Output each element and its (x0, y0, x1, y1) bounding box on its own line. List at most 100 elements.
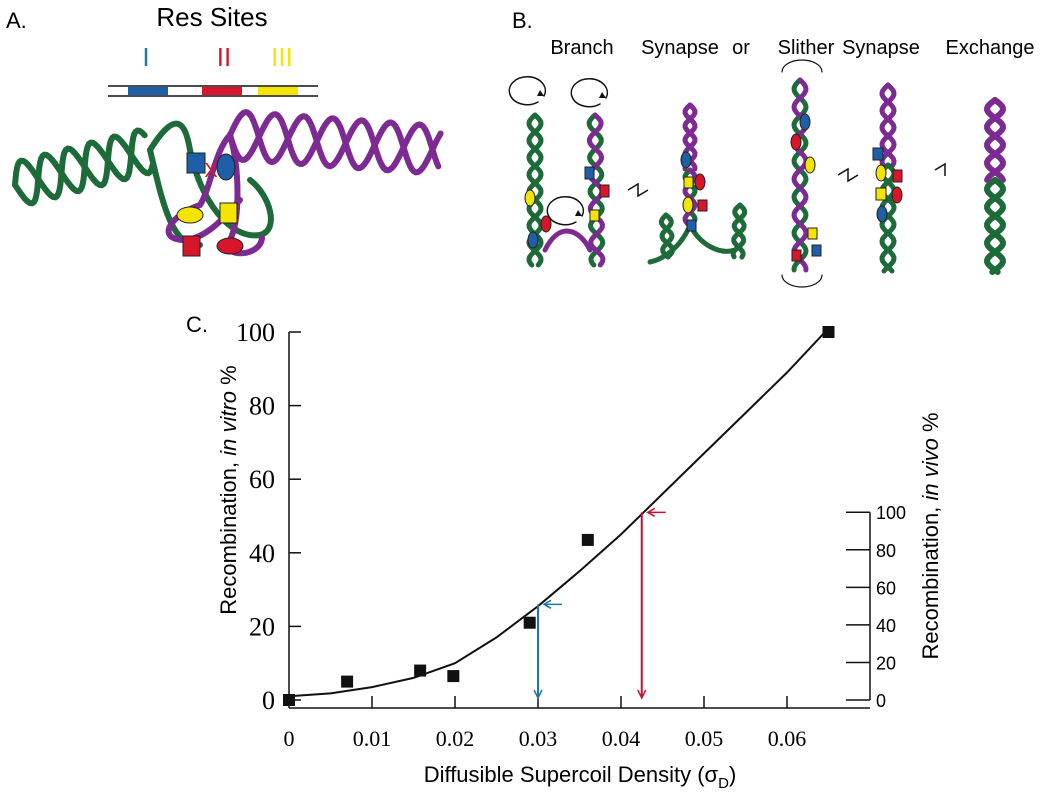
res-site (790, 133, 802, 151)
y-tick-label: 20 (249, 612, 275, 641)
step-label: Branch (550, 37, 613, 59)
data-point (523, 616, 536, 629)
dna-loop (508, 75, 547, 106)
step-label: Slither (778, 37, 835, 59)
dna-loop (546, 195, 585, 226)
diagram-shapes (12, 59, 1006, 288)
dna-strand (791, 77, 809, 273)
x-tick-label: 0.05 (685, 726, 724, 751)
step-label: or (732, 37, 750, 59)
y-tick-label: 100 (236, 318, 275, 347)
dna-loop (687, 222, 738, 254)
x-tick-label: 0.01 (353, 726, 392, 751)
step-label: Synapse (641, 37, 719, 59)
dna-strand (658, 212, 675, 260)
site-bar (258, 87, 298, 95)
res-site (876, 205, 888, 223)
res-site (216, 237, 244, 255)
x-tick-label: 0.06 (768, 726, 807, 751)
dna-loop (165, 132, 243, 244)
y2-tick-label: 100 (876, 503, 906, 523)
res-site (182, 235, 201, 257)
site-label: III (271, 42, 293, 72)
y-tick-label: 0 (262, 686, 275, 715)
res-site (682, 196, 694, 214)
data-point (414, 664, 427, 677)
arrowhead (533, 689, 543, 700)
site-bar (202, 87, 242, 95)
res-site (804, 156, 816, 174)
y2-tick-label: 40 (876, 616, 896, 636)
x-axis-title: Diffusible Supercoil Density (σD) (424, 762, 737, 792)
arrowhead (537, 90, 544, 96)
res-site (891, 186, 903, 204)
panel-label: C. (186, 312, 208, 337)
x-tick-label: 0.04 (602, 726, 641, 751)
y2-axis-title: Recombination, in vivo % (918, 412, 943, 659)
dna-strand (659, 212, 676, 260)
data-point (581, 533, 594, 546)
x-tick-label: 0.03 (519, 726, 558, 751)
panel-label: A. (6, 8, 27, 33)
data-point (822, 326, 835, 338)
y-axis-title: Recombination, in vitro % (216, 365, 241, 614)
panel-title: Res Sites (156, 2, 267, 32)
x-tick-label: 0 (284, 726, 295, 751)
res-site (791, 249, 802, 262)
res-site (524, 189, 536, 207)
dna-strand (586, 112, 606, 268)
y-tick-label: 40 (249, 539, 275, 568)
site-label: II (217, 42, 231, 72)
fit-line (288, 327, 830, 698)
res-site (219, 202, 238, 224)
crossing-label: X (204, 160, 217, 182)
y-tick-label: 60 (249, 465, 275, 494)
arrowhead (575, 210, 582, 216)
step-arrow (934, 162, 946, 176)
res-site (599, 184, 610, 198)
step-label: Synapse (842, 37, 920, 59)
dna-loop (147, 120, 274, 239)
data-point (341, 675, 354, 688)
res-site (875, 164, 887, 182)
dna-strand (984, 97, 1006, 183)
step-arrow (627, 182, 649, 198)
res-site (176, 206, 204, 224)
arrowhead (637, 689, 647, 700)
dna-strand (984, 177, 1006, 275)
dna-loop (542, 228, 593, 253)
x-tick-label: 0.02 (436, 726, 475, 751)
data-point (283, 694, 295, 706)
res-site (527, 231, 539, 249)
data-point (447, 670, 460, 683)
dna-loop (781, 274, 823, 288)
res-site (875, 187, 887, 201)
res-site (686, 219, 697, 232)
dna-strand (984, 177, 1006, 275)
res-site (683, 176, 694, 189)
arrowhead (542, 599, 552, 609)
res-site (589, 209, 600, 222)
res-site (807, 227, 818, 240)
res-site (697, 199, 708, 212)
res-site (892, 169, 903, 183)
site-bar (128, 87, 168, 95)
res-site (216, 153, 236, 181)
dna-strand (879, 82, 897, 168)
res-site (680, 151, 692, 169)
dna-loop (570, 77, 609, 108)
res-site (540, 215, 552, 233)
y-tick-label: 80 (249, 392, 275, 421)
y2-tick-label: 0 (876, 691, 886, 711)
dna-strand (984, 97, 1006, 183)
step-label: Exchange (946, 37, 1035, 59)
arrowhead (646, 507, 656, 517)
res-site (186, 152, 206, 174)
panel-label: B. (512, 8, 533, 33)
y2-tick-label: 20 (876, 653, 896, 673)
dna-strand (227, 108, 442, 174)
res-site (799, 113, 811, 131)
res-site (584, 166, 595, 180)
y2-tick-label: 60 (876, 578, 896, 598)
